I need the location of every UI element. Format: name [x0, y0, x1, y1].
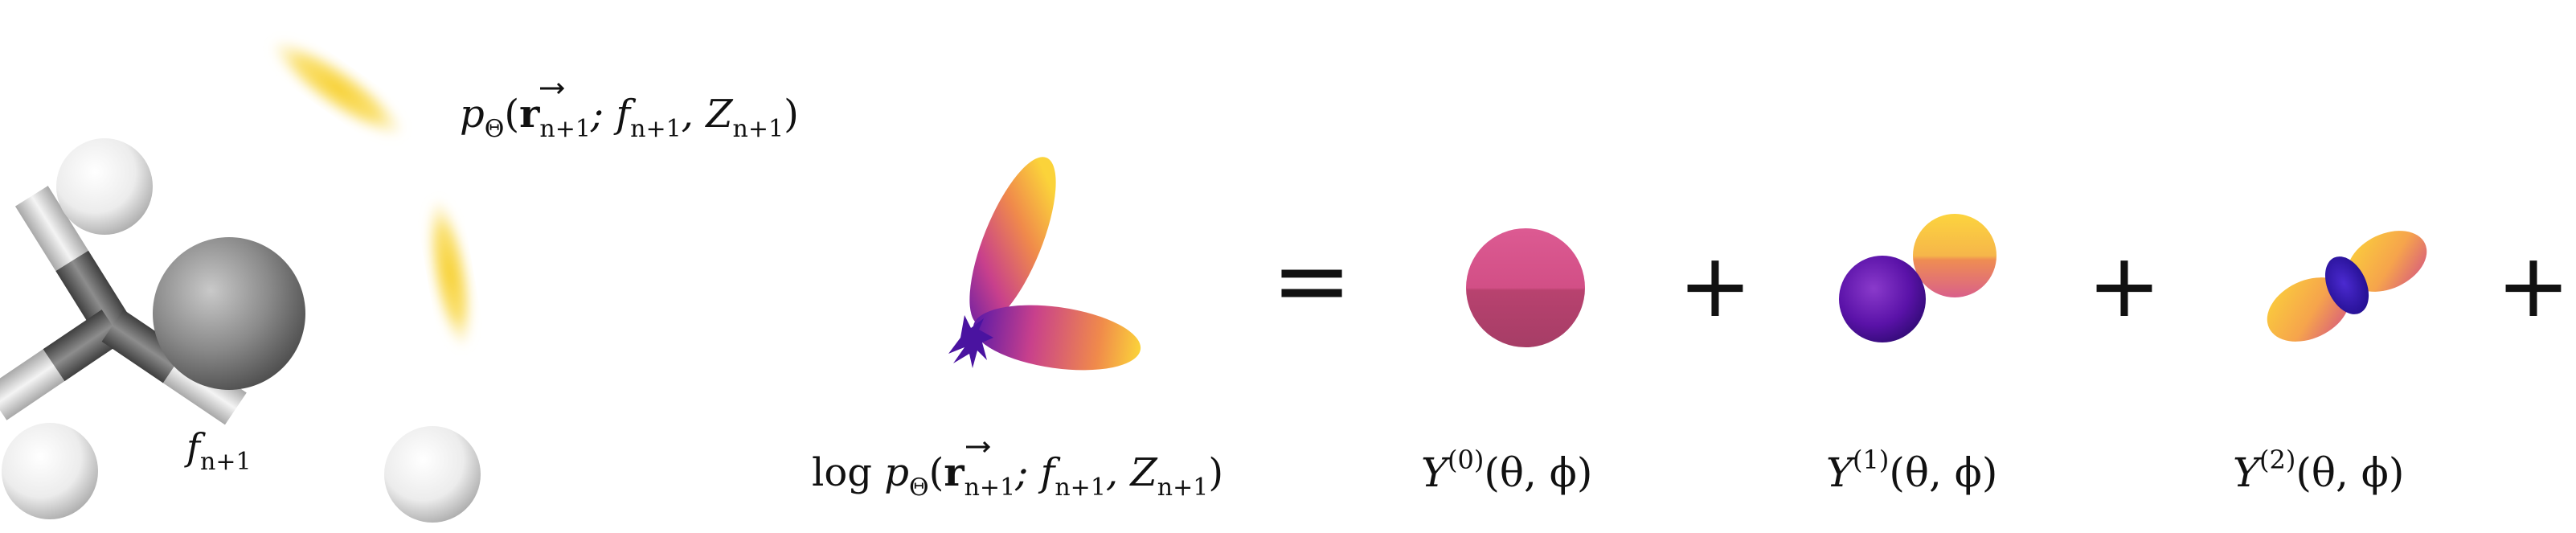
carbon-atom — [153, 237, 305, 390]
lobe-right — [973, 305, 1141, 371]
y2-lobe-right — [2347, 231, 2427, 292]
hydrogen-atom-top-left — [56, 138, 153, 235]
equals-sign: = — [1272, 225, 1353, 337]
y1-label: Y(1)(θ, ϕ) — [1826, 445, 1997, 496]
hydrogen-atom-bottom-left — [2, 423, 98, 519]
lhs-label: log pΘ(rn+1; fn+1, Zn+1) — [812, 450, 1223, 502]
noise-spikes — [948, 315, 993, 368]
focus-atom-label: fn+1 — [184, 425, 252, 476]
bond-bottom-left — [0, 310, 124, 420]
y1-negative-lobe — [1839, 256, 1926, 342]
y0-sphere — [1466, 228, 1585, 347]
y0-label: Y(0)(θ, ϕ) — [1421, 445, 1592, 496]
hydrogen-atom-bottom-right — [384, 426, 481, 523]
density-label: pΘ(rn+1; fn+1, Zn+1) — [460, 92, 799, 143]
y1-dipole-shape — [1839, 214, 1997, 342]
plus-sign-2: + — [2087, 234, 2161, 337]
molecule-model — [0, 39, 481, 523]
density-blob-right — [427, 198, 473, 349]
bond-top-left — [14, 186, 129, 336]
plus-sign-1: + — [1678, 234, 1752, 337]
y2-quadrupole-shape — [2267, 231, 2427, 342]
y1-positive-lobe — [1913, 214, 1997, 297]
plus-sign-3: + — [2496, 234, 2570, 337]
y2-label: Y(2)(θ, ϕ) — [2233, 445, 2404, 496]
y2-lobe-left — [2267, 277, 2350, 342]
lhs-distribution-shape — [948, 157, 1141, 371]
density-blob-top — [270, 39, 405, 138]
vector-arrow — [540, 82, 565, 95]
y2-ring — [2324, 256, 2369, 314]
lobe-upper — [969, 157, 1056, 326]
lhs-vector-arrow — [966, 441, 991, 453]
